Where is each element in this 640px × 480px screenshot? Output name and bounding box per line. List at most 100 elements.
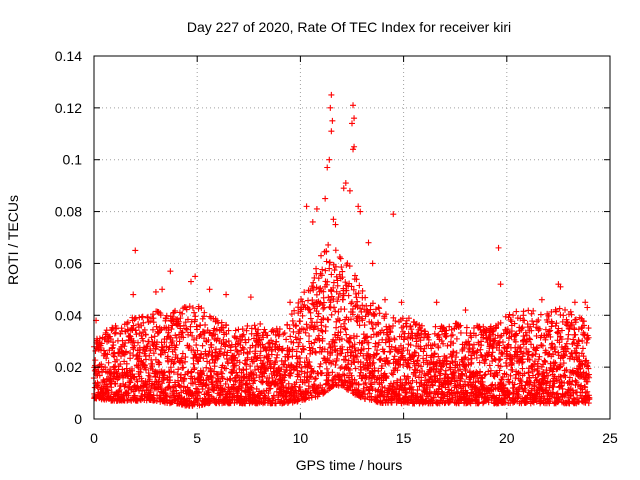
data-point (338, 350, 345, 357)
data-point (319, 266, 326, 273)
data-point (244, 381, 251, 388)
data-point (321, 388, 328, 395)
data-point (345, 292, 352, 299)
data-point (358, 366, 365, 373)
data-point (248, 325, 255, 332)
data-point (579, 345, 586, 352)
data-point (311, 323, 318, 330)
data-point (200, 355, 207, 362)
data-point (361, 338, 368, 345)
data-point (306, 373, 313, 380)
data-point (328, 311, 335, 318)
data-point (251, 367, 258, 374)
data-point (227, 391, 234, 398)
data-point (314, 390, 321, 397)
data-point (230, 381, 237, 388)
data-point (319, 369, 326, 376)
data-point (180, 305, 187, 312)
data-point (144, 313, 151, 320)
data-point (127, 355, 134, 362)
data-point (386, 349, 393, 356)
data-point (142, 331, 149, 338)
data-point (146, 352, 153, 359)
data-point (496, 357, 503, 364)
data-point (285, 380, 292, 387)
data-point (348, 299, 355, 306)
data-point (391, 353, 398, 360)
y-tick-label: 0.06 (55, 255, 82, 271)
data-point (186, 303, 193, 310)
data-point (361, 322, 368, 329)
data-point (232, 362, 239, 369)
data-point (365, 345, 372, 352)
data-point (288, 369, 295, 376)
data-point (165, 327, 172, 334)
data-point (227, 347, 234, 354)
data-point (497, 356, 504, 363)
data-point (565, 331, 572, 338)
data-point (584, 304, 591, 311)
data-point (537, 311, 544, 318)
data-point (109, 344, 116, 351)
data-point (157, 327, 164, 334)
data-point (198, 305, 205, 312)
data-point (176, 338, 183, 345)
data-point (370, 325, 377, 332)
data-point (354, 353, 361, 360)
data-point (317, 360, 324, 367)
data-point (497, 281, 504, 288)
data-point (196, 389, 203, 396)
data-point (328, 91, 335, 98)
data-point (172, 307, 179, 314)
data-point (263, 347, 270, 354)
data-point (121, 343, 128, 350)
data-point (327, 299, 334, 306)
data-point (362, 334, 369, 341)
data-point (462, 307, 469, 314)
data-point (255, 326, 262, 333)
data-point (152, 288, 159, 295)
data-point (240, 331, 247, 338)
data-point (130, 346, 137, 353)
data-point (163, 312, 170, 319)
data-point (342, 326, 349, 333)
x-tick-label: 20 (499, 430, 515, 446)
data-point (350, 286, 357, 293)
data-point (138, 332, 145, 339)
data-point (168, 368, 175, 375)
data-point (303, 203, 310, 210)
data-point (149, 326, 156, 333)
data-point (352, 290, 359, 297)
data-point (117, 361, 124, 368)
data-point (340, 185, 347, 192)
data-point (316, 300, 323, 307)
data-point (240, 367, 247, 374)
data-point (322, 267, 329, 274)
data-point (243, 327, 250, 334)
data-point (284, 322, 291, 329)
data-point (338, 264, 345, 271)
data-point (233, 369, 240, 376)
data-point (168, 326, 175, 333)
data-point (137, 384, 144, 391)
x-axis-label: GPS time / hours (296, 457, 403, 473)
data-point (325, 241, 332, 248)
data-point (150, 342, 157, 349)
data-point (159, 344, 166, 351)
data-point (192, 273, 199, 280)
data-point (126, 332, 133, 339)
data-point (217, 350, 224, 357)
data-point (201, 330, 208, 337)
data-point (194, 357, 201, 364)
data-point (267, 385, 274, 392)
data-point (161, 372, 168, 379)
data-point (195, 358, 202, 365)
data-point (279, 345, 286, 352)
data-point (310, 286, 317, 293)
data-point (278, 346, 285, 353)
data-point (349, 311, 356, 318)
data-points (90, 91, 593, 409)
data-point (159, 286, 166, 293)
data-point (345, 338, 352, 345)
data-point (200, 328, 207, 335)
